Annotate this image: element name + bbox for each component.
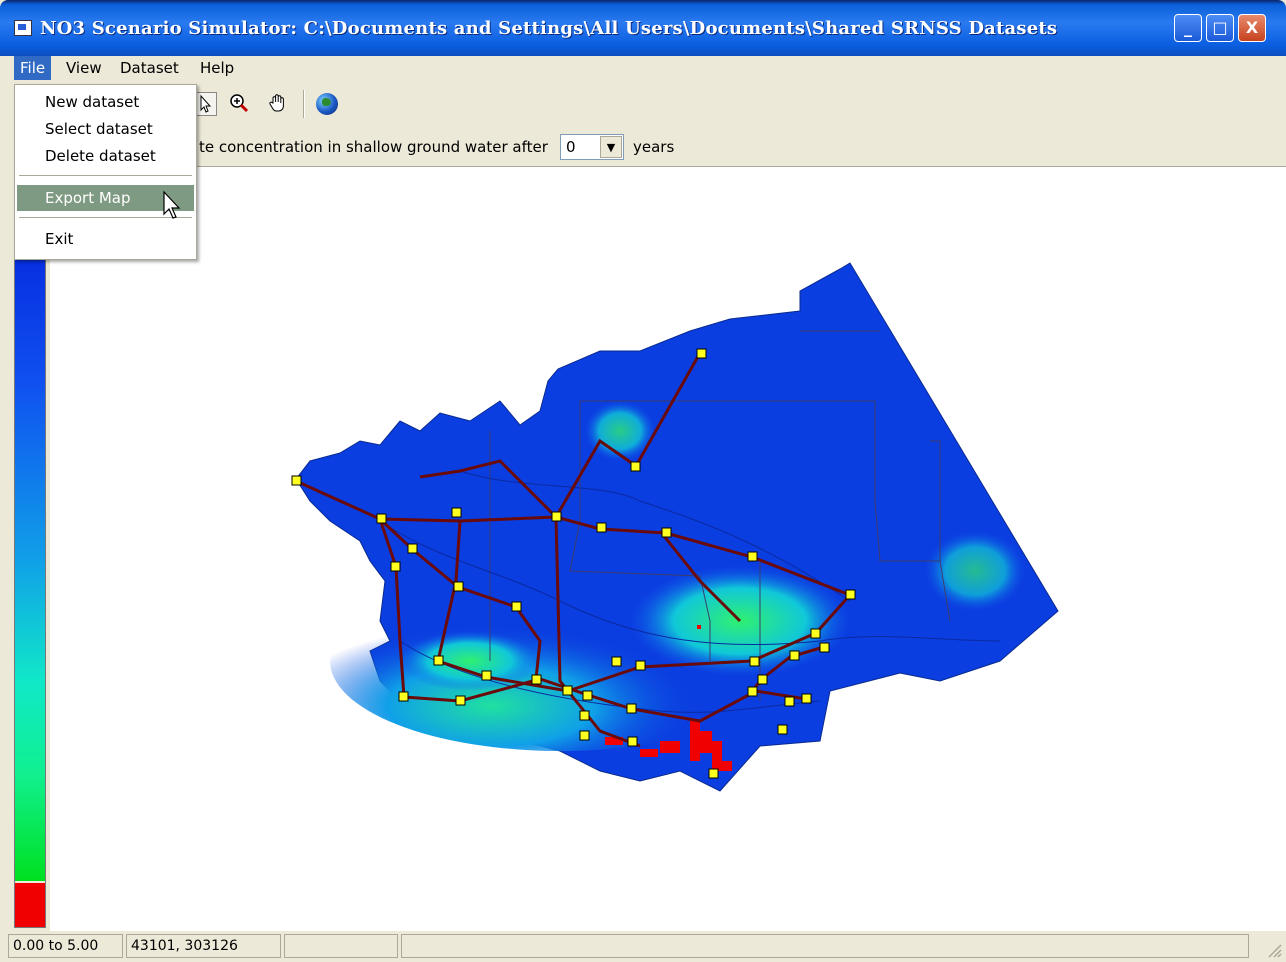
maximize-button[interactable]: □ [1206,14,1234,42]
resize-grip-icon[interactable] [1266,942,1282,958]
concentration-zone [400,631,540,691]
status-bar: 0.00 to 5.00 43101, 303126 [0,932,1286,962]
title-bar: NO3 Scenario Simulator: C:\Documents and… [0,0,1286,56]
globe-icon[interactable] [316,93,338,115]
menu-item-select-dataset[interactable]: Select dataset [45,120,153,138]
status-range: 0.00 to 5.00 [8,934,123,958]
toolbar-separator [303,90,305,118]
pointer-icon[interactable] [193,92,217,116]
minimize-button[interactable]: _ [1174,14,1202,42]
years-value: 0 [566,138,576,156]
menu-dataset[interactable]: Dataset [120,59,179,77]
streams [379,470,1001,713]
window-title: NO3 Scenario Simulator: C:\Documents and… [40,18,1058,39]
status-panel-4 [401,934,1249,958]
menu-separator [19,217,192,218]
menu-item-delete-dataset[interactable]: Delete dataset [45,147,156,165]
menu-help[interactable]: Help [200,59,235,77]
legend-red-swatch [15,883,45,927]
menu-item-exit[interactable]: Exit [45,230,74,248]
menu-separator [19,175,192,176]
file-menu-dropdown: New dataset Select dataset Delete datase… [14,84,197,260]
monitoring-sites [291,348,856,779]
years-label: years [633,138,675,156]
status-coordinates: 43101, 303126 [126,934,281,958]
mouse-cursor-icon [163,190,181,219]
status-panel-3 [284,934,398,958]
chevron-down-icon[interactable]: ▼ [600,136,622,158]
concentration-zone [585,401,655,461]
app-icon[interactable] [14,20,32,36]
scenario-label: te concentration in shallow ground water… [199,138,548,156]
concentration-zone [925,531,1025,611]
zoom-in-icon[interactable] [227,92,251,116]
hotspots [605,625,732,771]
map-canvas[interactable] [50,166,1286,931]
menu-item-new-dataset[interactable]: New dataset [45,93,140,111]
menu-file[interactable]: File [14,56,52,80]
legend-gradient [15,169,45,881]
years-dropdown[interactable]: 0 ▼ [560,134,624,160]
nitrate-map[interactable] [50,167,1286,931]
color-legend [14,168,46,928]
pan-hand-icon[interactable] [266,92,290,116]
county-boundaries [489,330,951,701]
close-button[interactable]: X [1238,14,1266,42]
toolbar [0,82,1286,128]
menu-view[interactable]: View [66,59,102,77]
menu-bar: File View Dataset Help [0,56,1286,80]
